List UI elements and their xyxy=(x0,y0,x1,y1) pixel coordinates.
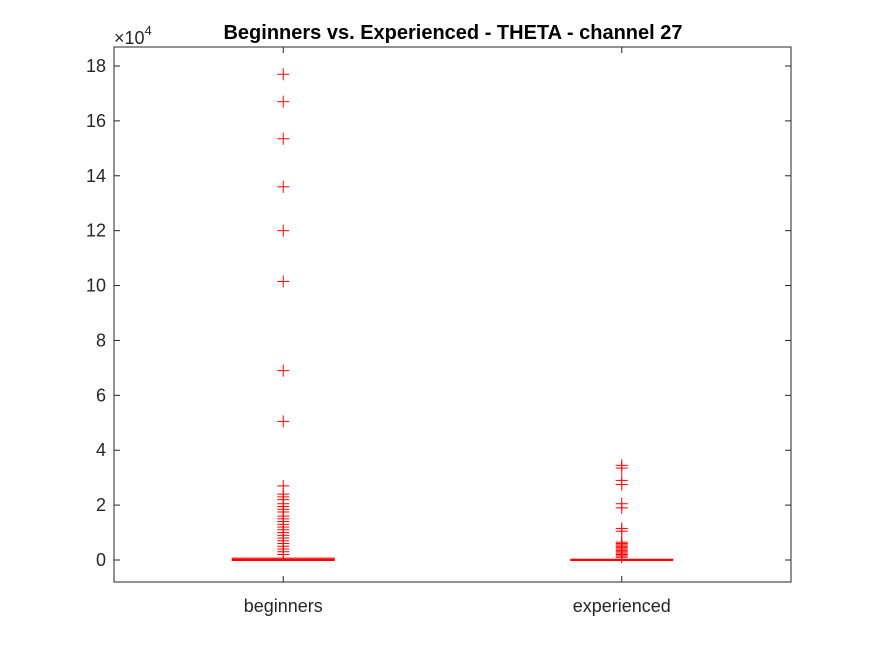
y-tick-label: 10 xyxy=(86,276,106,296)
y-tick-label: 14 xyxy=(86,166,106,186)
y-tick-label: 2 xyxy=(96,495,106,515)
y-multiplier: ×104 xyxy=(114,23,152,48)
y-tick-label: 6 xyxy=(96,385,106,405)
outlier-marker xyxy=(615,478,628,491)
outlier-marker xyxy=(277,275,290,288)
y-multiplier-base: ×10 xyxy=(114,28,145,48)
outlier-marker xyxy=(277,68,290,81)
plot-area xyxy=(113,46,792,583)
outlier-marker xyxy=(277,224,290,237)
outlier-marker xyxy=(277,95,290,108)
y-tick-label: 0 xyxy=(96,550,106,570)
y-tick-label: 16 xyxy=(86,111,106,131)
y-axis: 0 2 4 6 8 10 12 14 16 18 xyxy=(86,56,791,570)
y-tick-label: 18 xyxy=(86,56,106,76)
x-axis: beginners experienced xyxy=(244,47,671,616)
outlier-marker xyxy=(277,415,290,428)
chart-title: Beginners vs. Experienced - THETA - chan… xyxy=(223,22,682,44)
outlier-marker xyxy=(277,364,290,377)
x-tick-label: beginners xyxy=(244,596,323,616)
y-tick-label: 4 xyxy=(96,440,106,460)
x-tick-label: experienced xyxy=(573,596,671,616)
outlier-marker xyxy=(615,525,628,538)
outlier-marker xyxy=(615,462,628,475)
outlier-marker xyxy=(615,551,628,564)
outlier-marker xyxy=(277,548,290,561)
y-tick-label: 12 xyxy=(86,221,106,241)
outlier-marker xyxy=(277,132,290,145)
outlier-marker xyxy=(277,180,290,193)
box-series xyxy=(231,68,674,564)
y-tick-label: 8 xyxy=(96,330,106,350)
outlier-marker xyxy=(615,501,628,514)
y-multiplier-exponent: 4 xyxy=(145,23,152,38)
